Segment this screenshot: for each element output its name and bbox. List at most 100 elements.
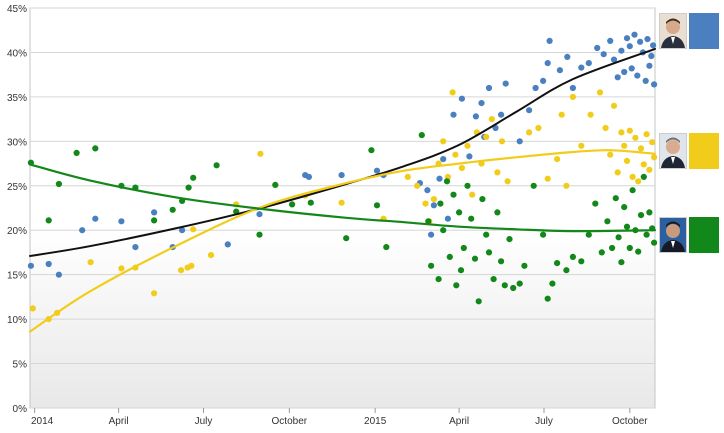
x-tick-label: April	[449, 416, 469, 427]
data-point-series-1	[436, 175, 443, 182]
data-point-series-2	[544, 175, 551, 182]
data-point-series-1	[621, 68, 628, 76]
data-point-series-2	[422, 200, 429, 207]
data-point-series-2	[464, 142, 471, 149]
data-point-series-1	[614, 74, 621, 81]
data-point-series-3	[479, 196, 486, 203]
data-point-series-3	[45, 217, 52, 224]
data-point-series-1	[430, 202, 437, 209]
data-point-series-3	[651, 239, 658, 246]
data-point-series-1	[651, 81, 658, 88]
data-point-series-1	[648, 52, 655, 60]
data-point-series-2	[190, 226, 197, 233]
data-point-series-1	[305, 173, 312, 180]
data-point-series-1	[458, 95, 465, 102]
candidate-portrait-icon	[659, 13, 687, 49]
data-point-series-3	[640, 173, 647, 180]
data-point-series-3	[443, 178, 451, 185]
data-point-series-2	[578, 142, 585, 149]
data-point-series-2	[614, 169, 621, 176]
data-point-series-3	[483, 231, 490, 238]
data-point-series-2	[188, 262, 195, 269]
data-point-series-2	[610, 102, 618, 109]
data-point-series-1	[594, 44, 601, 52]
data-point-series-2	[626, 127, 633, 134]
data-point-series-2	[632, 134, 639, 141]
data-point-series-2	[458, 164, 465, 172]
data-point-series-3	[460, 244, 467, 252]
data-point-series-1	[466, 153, 473, 160]
data-point-series-3	[621, 204, 628, 211]
data-point-series-3	[629, 187, 636, 194]
data-point-series-3	[428, 262, 435, 269]
data-point-series-1	[132, 244, 139, 251]
data-point-series-2	[596, 89, 604, 96]
data-point-series-3	[623, 223, 631, 230]
data-point-series-2	[430, 196, 437, 203]
data-point-series-2	[651, 154, 658, 161]
data-point-series-2	[563, 182, 570, 189]
data-point-series-2	[504, 178, 511, 185]
data-point-series-1	[546, 37, 553, 45]
data-point-series-3	[383, 244, 390, 251]
y-tick-label: 15%	[7, 271, 27, 282]
data-point-series-3	[368, 147, 375, 154]
x-tick-label: July	[535, 416, 553, 427]
data-point-series-3	[530, 182, 537, 189]
legend-item-series-2	[658, 133, 720, 169]
data-point-series-2	[494, 169, 501, 176]
data-point-series-3	[506, 236, 513, 243]
data-point-series-3	[494, 209, 501, 216]
data-point-series-2	[607, 151, 614, 158]
data-point-series-2	[483, 133, 490, 140]
data-point-series-3	[453, 282, 460, 289]
data-point-series-1	[585, 60, 592, 67]
x-tick-label: 2014	[31, 416, 54, 427]
data-point-series-3	[563, 267, 570, 274]
data-point-series-2	[569, 93, 577, 100]
data-point-series-3	[55, 180, 63, 188]
data-point-series-1	[642, 77, 649, 84]
trend-line-series-3	[28, 163, 657, 233]
data-point-series-3	[418, 132, 425, 139]
data-point-series-2	[535, 124, 542, 132]
data-point-series-1	[650, 42, 657, 49]
data-point-series-3	[456, 209, 463, 216]
data-point-series-1	[628, 65, 635, 72]
data-point-series-1	[526, 107, 533, 114]
data-point-series-2	[637, 145, 645, 152]
data-point-series-3	[510, 284, 517, 292]
data-point-series-1	[631, 31, 638, 38]
data-point-series-3	[190, 174, 197, 181]
data-point-series-3	[471, 255, 479, 262]
data-point-series-3	[475, 298, 482, 305]
data-point-series-1	[532, 84, 539, 92]
x-tick-label: July	[195, 416, 213, 427]
data-point-series-1	[424, 187, 431, 194]
data-point-series-1	[428, 231, 435, 238]
data-point-series-1	[224, 241, 231, 248]
data-point-series-1	[578, 64, 585, 71]
data-point-series-3	[468, 215, 475, 222]
candidate-portrait-icon	[659, 217, 687, 253]
data-point-series-2	[554, 156, 561, 163]
data-point-series-3	[373, 202, 381, 209]
data-point-series-3	[521, 262, 528, 269]
data-point-series-1	[646, 62, 653, 69]
data-point-series-1	[556, 67, 564, 74]
trend-line-series-2	[28, 149, 657, 333]
data-point-series-3	[289, 201, 296, 208]
y-tick-label: 45%	[7, 4, 27, 15]
legend-item-series-3	[658, 217, 720, 253]
data-point-series-3	[498, 258, 505, 265]
data-point-series-1	[118, 218, 125, 225]
data-point-series-1	[92, 215, 99, 222]
data-point-series-1	[151, 209, 158, 216]
data-point-series-1	[502, 80, 509, 87]
data-point-series-3	[569, 253, 577, 260]
data-point-series-1	[610, 56, 618, 63]
data-point-series-3	[626, 244, 633, 252]
data-point-series-1	[45, 260, 52, 268]
